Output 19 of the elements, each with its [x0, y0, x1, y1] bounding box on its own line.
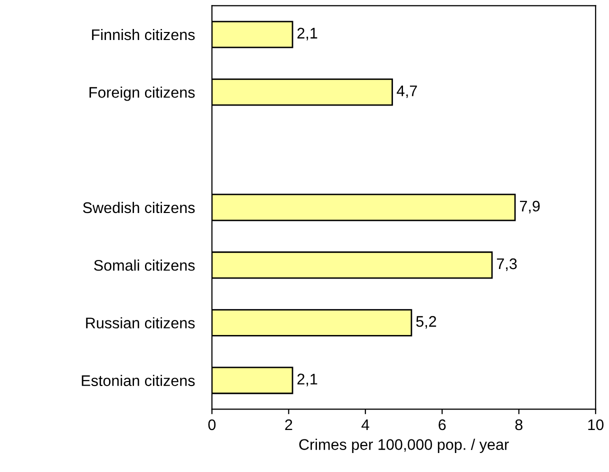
y-tick-label: Finnish citizens [92, 28, 195, 40]
data-label: 2,1 [297, 28, 318, 40]
x-tick-label: 2 [285, 419, 292, 430]
y-tick-label: Somali citizens [94, 260, 195, 271]
y-tick-label: Estonian citizens [82, 374, 195, 386]
data-label: 4,7 [396, 86, 417, 98]
x-tick-label: 10 [588, 419, 604, 430]
y-tick-label: Foreign citizens [90, 86, 195, 101]
data-label: 5,2 [416, 316, 436, 329]
data-label: 7,9 [520, 200, 540, 214]
x-tick-label: 4 [362, 420, 370, 430]
data-label: 7,3 [496, 258, 517, 271]
x-tick-label: 8 [515, 419, 522, 430]
x-tick-label: 0 [208, 419, 216, 430]
y-tick-label: Russian citizens [86, 317, 195, 328]
x-tick-label: 6 [438, 419, 446, 430]
data-label: 2,1 [297, 374, 318, 386]
y-tick-label: Swedish citizens [83, 202, 195, 214]
x-axis-title: Crimes per 100,000 pop. / year [299, 438, 509, 453]
